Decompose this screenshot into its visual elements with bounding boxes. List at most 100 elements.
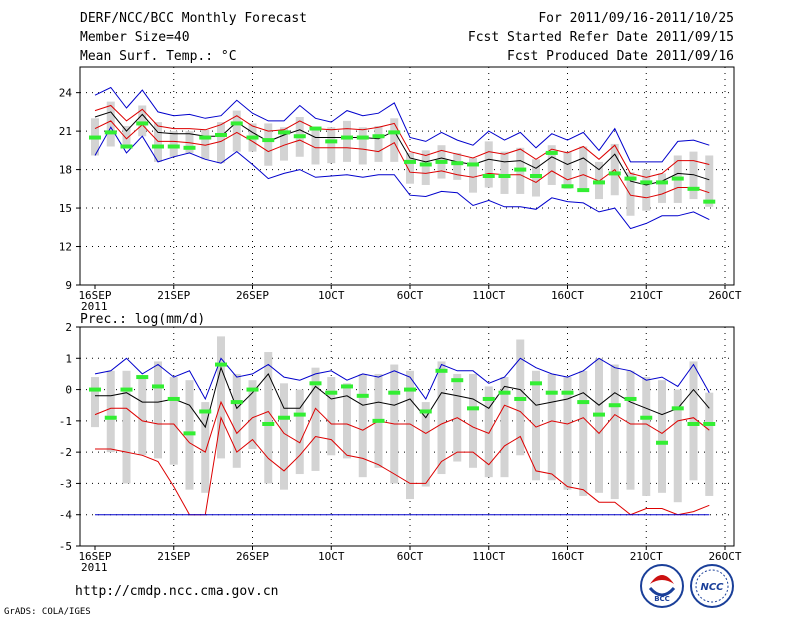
temp-observed-dash: [577, 188, 589, 192]
precip-observed-dash: [703, 422, 715, 426]
temp-observed-dash: [514, 168, 526, 172]
temp-observed-dash: [278, 130, 290, 134]
precip-x-tick-label: 26OCT: [708, 550, 741, 563]
temp-observed-dash: [499, 174, 511, 178]
precip-spread-box: [438, 361, 446, 474]
temp-spread-box: [390, 118, 398, 162]
precip-observed-dash: [388, 391, 400, 395]
precip-x-tick-label: 21SEP: [157, 550, 190, 563]
temp-spread-box: [579, 147, 587, 191]
precip-observed-dash: [483, 397, 495, 401]
temp-observed-dash: [89, 136, 101, 140]
precip-observed-dash: [625, 397, 637, 401]
precip-observed-dash: [514, 397, 526, 401]
temp-x-tick-label: 21OCT: [630, 289, 663, 302]
precip-observed-dash: [121, 388, 133, 392]
temp-observed-dash: [199, 136, 211, 140]
temp-observed-dash: [357, 136, 369, 140]
footer-credit: GrADS: COLA/IGES: [4, 607, 91, 617]
precip-spread-box: [343, 383, 351, 458]
precip-spread-box: [138, 377, 146, 455]
precip-observed-dash: [499, 391, 511, 395]
precip-observed-dash: [640, 416, 652, 420]
precip-observed-dash: [89, 388, 101, 392]
temp-spread-box: [154, 122, 162, 162]
precip-x-tick-label: 21OCT: [630, 550, 663, 563]
precip-observed-dash: [373, 419, 385, 423]
temp-observed-dash: [215, 133, 227, 137]
temp-spread-box: [138, 105, 146, 136]
temp-observed-dash: [656, 180, 668, 184]
precip-observed-dash: [294, 413, 306, 417]
precip-spread-box: [170, 377, 178, 465]
temp-observed-dash: [136, 121, 148, 125]
precip-x-tick-label: 1OCT: [318, 550, 345, 563]
temp-y-tick-label: 12: [59, 241, 72, 254]
temperature-ticks: 16SEP 21SEP 26SEP 1OCT 6OCT 11OCT 16OCT 21OCT 26…: [59, 87, 742, 313]
precip-observed-dash: [105, 416, 117, 420]
temp-spread-box: [485, 141, 493, 187]
precip-observed-dash: [325, 391, 337, 395]
temp-observed-dash: [530, 174, 542, 178]
precip-spread-box: [91, 377, 99, 427]
footer-url[interactable]: http://cmdp.ncc.cma.gov.cn: [75, 584, 279, 599]
precip-observed-dash: [688, 422, 700, 426]
precip-observed-dash: [136, 375, 148, 379]
temp-observed-dash: [688, 187, 700, 191]
temp-spread-box: [658, 173, 666, 202]
ncc-logo: NCC: [691, 565, 733, 607]
precip-observed-dash: [593, 413, 605, 417]
temp-spread-box: [642, 170, 650, 211]
precip-observed-dash: [278, 416, 290, 420]
header-title: DERF/NCC/BCC Monthly Forecast: [80, 11, 307, 26]
bcc-logo-text: BCC: [654, 595, 670, 603]
temp-spread-box: [453, 153, 461, 180]
precip-spread-box: [611, 365, 619, 500]
temp-x-tick-label: 26OCT: [708, 289, 741, 302]
temp-observed-dash: [341, 136, 353, 140]
temp-observed-dash: [593, 180, 605, 184]
temp-observed-dash: [467, 162, 479, 166]
precip-observed-dash: [467, 406, 479, 410]
precip-spread-box: [359, 374, 367, 477]
precip-observed-dash: [656, 441, 668, 445]
precip-spread-box: [658, 380, 666, 493]
temperature-spread-boxes: [91, 102, 713, 216]
precip-observed-dash: [672, 406, 684, 410]
precip-spread-box: [264, 352, 272, 483]
precip-x-tick-label: 26SEP: [236, 550, 269, 563]
precip-observed-dash: [168, 397, 180, 401]
temp-y-tick-label: 9: [65, 279, 72, 292]
precip-spread-box: [548, 374, 556, 480]
temp-observed-dash: [672, 177, 684, 181]
temperature-series-lines: [95, 88, 709, 229]
precip-observed-dash: [420, 409, 432, 413]
temp-spread-box: [375, 126, 383, 162]
temp-observed-dash: [420, 162, 432, 166]
temp-observed-dash: [152, 145, 164, 149]
temp-observed-dash: [121, 145, 133, 149]
temp-spread-box: [564, 152, 572, 189]
precip-spread-box: [327, 377, 335, 455]
temp-observed-dash: [231, 121, 243, 125]
precip-observed-dash: [184, 431, 196, 435]
precip-x-year-label: 2011: [81, 561, 108, 574]
bcc-logo: BCC: [641, 565, 683, 607]
precip-y-tick-label: -5: [59, 540, 72, 553]
precip-spread-box: [280, 383, 288, 489]
temp-spread-box: [327, 127, 335, 163]
temp-spread-box: [170, 131, 178, 157]
header-variable: Mean Surf. Temp.: °C: [80, 49, 237, 64]
precip-observed-dash: [341, 384, 353, 388]
precip-observed-dash: [152, 384, 164, 388]
precip-observed-dashes: [89, 363, 715, 445]
precip-y-tick-label: -1: [59, 415, 72, 428]
precip-observed-dash: [436, 369, 448, 373]
precip-y-tick-label: -4: [59, 509, 73, 522]
header-period: For 2011/09/16-2011/10/25: [538, 11, 734, 26]
temp-observed-dash: [404, 160, 416, 164]
precip-y-tick-label: 0: [65, 384, 72, 397]
precip-observed-dash: [609, 403, 621, 407]
temp-observed-dash: [168, 145, 180, 149]
precip-x-tick-label: 6OCT: [397, 550, 424, 563]
